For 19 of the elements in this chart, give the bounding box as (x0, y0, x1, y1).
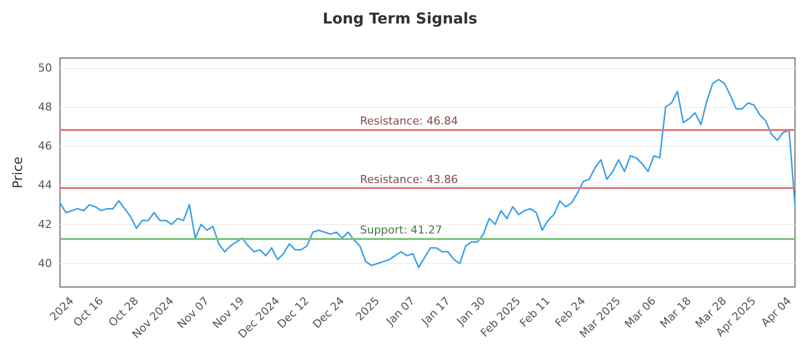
y-tick-label: 42 (38, 218, 52, 231)
x-tick-label: Jan 07 (383, 294, 418, 329)
x-tick-label: Mar 06 (622, 294, 658, 331)
y-tick-label: 44 (38, 178, 52, 192)
ref-line-label: Support: 41.27 (360, 224, 442, 237)
y-tick-label: 40 (38, 257, 52, 270)
ref-line-label: Resistance: 43.86 (360, 172, 458, 186)
y-tick-label: 50 (38, 61, 52, 74)
y-axis-title: Price (11, 156, 26, 188)
x-tick-label: Mar 18 (658, 294, 694, 331)
x-tick-label: Dec 24 (310, 294, 347, 331)
x-tick-label: Apr 04 (758, 294, 794, 330)
ref-line-label: Resistance: 46.84 (360, 114, 458, 128)
chart-title: Long Term Signals (322, 10, 478, 28)
y-tick-label: 48 (38, 100, 52, 114)
line-series (59, 78, 796, 268)
x-tick-label: Nov 07 (174, 294, 212, 332)
y-tick-label: 46 (38, 140, 52, 153)
x-tick-label: Jan 17 (418, 294, 453, 329)
